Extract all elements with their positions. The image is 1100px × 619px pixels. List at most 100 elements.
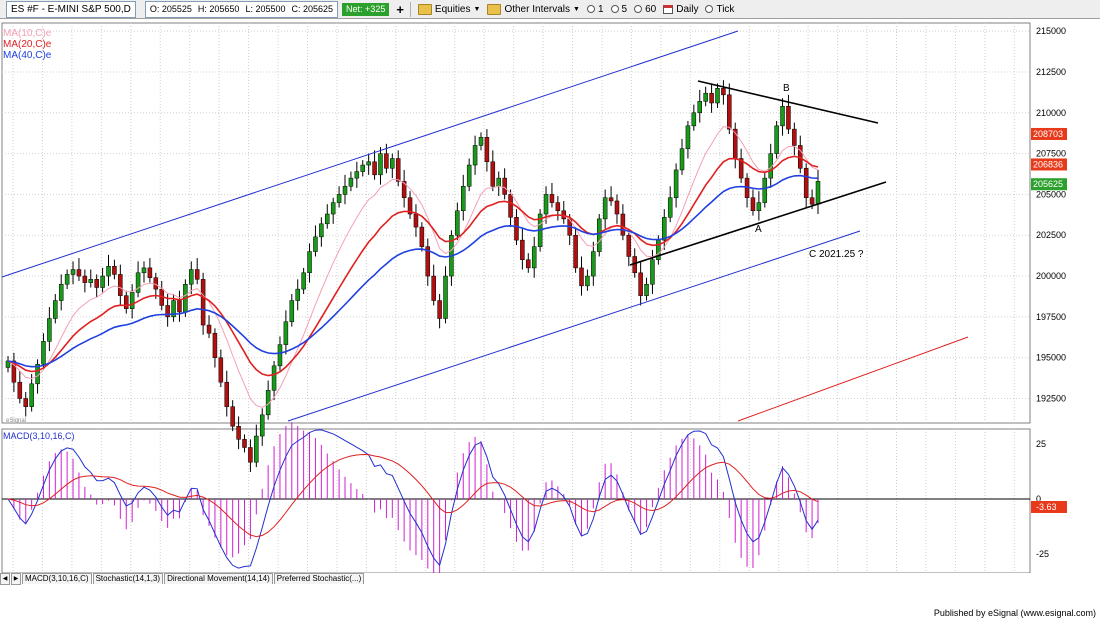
equities-dropdown[interactable]: Equities ▼ [415,1,484,18]
upper-channel-line [1,30,739,278]
tab-scroll-left-icon[interactable]: ◀ [0,572,10,585]
candle-body [319,223,324,238]
tab-indicator-2[interactable]: Directional Movement(14,14) [164,573,273,584]
tab-indicator-3[interactable]: Preferred Stochastic(...) [273,573,365,584]
candle-body [248,447,253,463]
add-button[interactable]: + [393,1,407,18]
equities-label: Equities [434,3,471,15]
symbol-text[interactable]: ES #F - E-MINI S&P 500,D [11,3,131,15]
candle-body [585,275,590,287]
candle-body [614,200,620,215]
moving-average-10 [7,126,819,408]
candle-body [608,197,614,202]
indicator-tabs: ◀ ▶ MACD(3,10,16,C) Stochastic(14,1,3) Dir… [0,572,365,585]
candle-body [224,381,230,407]
candle-body [407,197,413,215]
candle-body [265,390,271,416]
candle-body [206,324,212,334]
candle-body [443,275,448,319]
candle-body [53,300,58,319]
interval-option-5[interactable]: 5 [608,1,631,18]
candle-body [230,406,235,427]
candle-body [709,92,714,104]
candle-body [58,283,64,301]
chevron-down-icon: ▼ [473,5,481,13]
candle-body [100,275,105,288]
price-tick-label: 215000 [1036,26,1066,36]
candle-body [384,153,389,169]
interval-label: Daily [676,3,699,15]
candle-body [47,318,52,342]
close-value: C: 205625 [291,4,334,14]
candle-body [295,288,300,301]
candle-body [437,300,442,319]
candle-body [301,272,306,290]
other-intervals-label: Other Intervals [504,3,571,15]
candle-body [372,161,377,176]
candle-body [283,321,289,345]
candle-body [194,269,200,280]
candle-body [591,251,596,277]
price-tick-label: 202500 [1036,230,1066,240]
candle-body [5,360,11,368]
toolbar-divider [409,1,411,17]
interval-option-60[interactable]: 60 [631,1,659,18]
price-tick-label: 192500 [1036,394,1066,404]
candle-body [123,295,129,309]
tab-scroll-right-icon[interactable]: ▶ [11,572,21,585]
candle-body [259,414,265,437]
candle-body [638,272,643,296]
interval-label: Tick [716,3,735,15]
candle-body [455,210,460,236]
candle-body [644,283,649,296]
ma-legend-label: MA(40,C)e [3,50,52,61]
tab-indicator-1[interactable]: Stochastic(14,1,3) [92,573,164,584]
candle-body [94,279,99,288]
price-badge-label: 205625 [1033,179,1063,189]
candle-body [11,360,17,383]
interval-options: 1 5 60 Daily Tick [583,1,737,18]
candle-body [703,92,708,102]
annotation-a: A [755,224,762,235]
candle-body [401,181,407,198]
candle-body [762,177,768,203]
candle-body [555,202,561,212]
macd-badge-label: -3.63 [1036,502,1057,512]
candle-body [413,213,419,228]
esignal-watermark: eSignal [6,418,26,424]
published-credit: Published by eSignal (www.esignal.com) [933,608,1096,618]
candle-body [118,274,123,296]
symbol-box[interactable]: ES #F - E-MINI S&P 500,D [1,0,139,18]
candle-body [472,145,478,166]
price-badge [1031,127,1067,140]
macd-line [7,429,819,569]
candle-body [662,217,667,241]
candle-body [750,197,756,212]
candle-body [466,164,472,187]
upper-triangle-line [697,80,879,124]
moving-average-40 [7,174,819,368]
candle-body [313,236,318,252]
tab-indicator-0[interactable]: MACD(3,10,16,C) [22,573,92,584]
interval-option-tick[interactable]: Tick [702,1,737,18]
candle-body [325,213,330,225]
candle-body [478,137,484,146]
candle-body [189,269,194,285]
plus-icon: + [396,1,404,17]
candle-body [23,398,28,407]
candle-body [803,168,809,198]
annotation-c: C 2021.25 ? [809,249,864,260]
candle-body [342,186,348,195]
interval-option-1[interactable]: 1 [584,1,607,18]
candle-body [520,239,525,260]
radio-icon [705,5,714,13]
other-intervals-dropdown[interactable]: Other Intervals ▼ [484,1,583,18]
candle-body [378,153,383,176]
candle-body [780,106,785,127]
interval-option-daily[interactable]: Daily [660,1,701,18]
candle-body [650,259,655,285]
red-channel-line [737,336,969,422]
open-value: O: 205525 [149,4,192,14]
price-chart: 215000 212500 210000 207500 205000 202500 2000… [1,22,1067,573]
candle-body [756,202,762,212]
